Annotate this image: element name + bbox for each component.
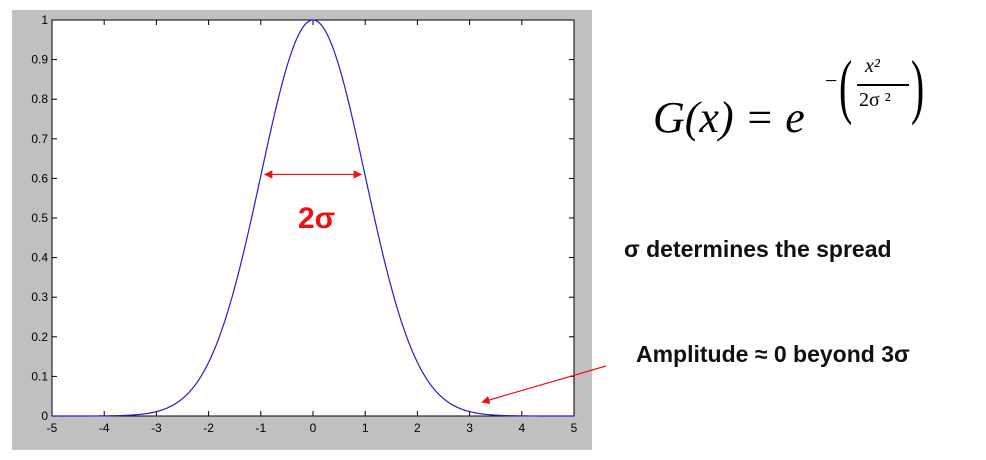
x-tick-label: 3	[466, 421, 473, 435]
y-tick-label: 1	[41, 13, 48, 27]
fraction-bar	[857, 84, 909, 86]
x-tick-label: 0	[310, 421, 317, 435]
y-tick-label: 0.8	[31, 92, 48, 106]
y-tick-label: 0.6	[31, 171, 48, 185]
spread-note: σ determines the spread	[624, 236, 892, 262]
width-label: 2σ	[298, 202, 336, 235]
x-tick-label: 5	[571, 421, 578, 435]
x-tick-label: -5	[47, 421, 58, 435]
x-tick-label: -1	[255, 421, 266, 435]
exponent-numerator: x²	[865, 55, 880, 77]
gaussian-chart: -5 -4 -3 -2 -1 0 1 2 3 4 5 00.10.20.30.40.50.60.70…	[31, 13, 578, 435]
axis-ticks	[51, 19, 575, 417]
plot-area	[51, 19, 575, 417]
y-tick-label: 0.2	[31, 330, 48, 344]
y-tick-label: 0.9	[31, 53, 48, 67]
x-tick-label: -2	[203, 421, 214, 435]
x-tick-label: 2	[414, 421, 421, 435]
x-tick-label: 4	[518, 421, 525, 435]
y-tick-label: 0.3	[31, 290, 48, 304]
gaussian-curve	[52, 19, 574, 417]
exponent-right-paren: )	[911, 46, 925, 126]
exponent-minus: −	[825, 68, 838, 93]
exponent-left-paren: (	[839, 46, 853, 126]
exponent-denominator: 2σ ²	[859, 89, 891, 111]
gaussian-formula: G(x) = e − ( x² 2σ ² )	[653, 50, 924, 142]
y-tick-label: 0.5	[31, 211, 48, 225]
y-tick-labels: 0 0.1 0.2 0.3 0.4 0.5 0.6 0.7 0.8 0.9 1	[31, 13, 48, 423]
x-tick-label: -4	[99, 421, 110, 435]
x-tick-labels: -5 -4 -3 -2 -1 0 1 2 3 4 5	[47, 421, 578, 435]
y-tick-label: 0.7	[31, 132, 48, 146]
formula-main: G(x) = e	[653, 93, 805, 142]
y-tick-label: 0.1	[31, 369, 48, 383]
amplitude-note: Amplitude ≈ 0 beyond 3σ	[636, 341, 910, 367]
x-tick-label: 1	[362, 421, 369, 435]
y-tick-label: 0	[41, 409, 48, 423]
y-tick-label: 0.4	[31, 251, 48, 265]
x-tick-label: -3	[151, 421, 162, 435]
